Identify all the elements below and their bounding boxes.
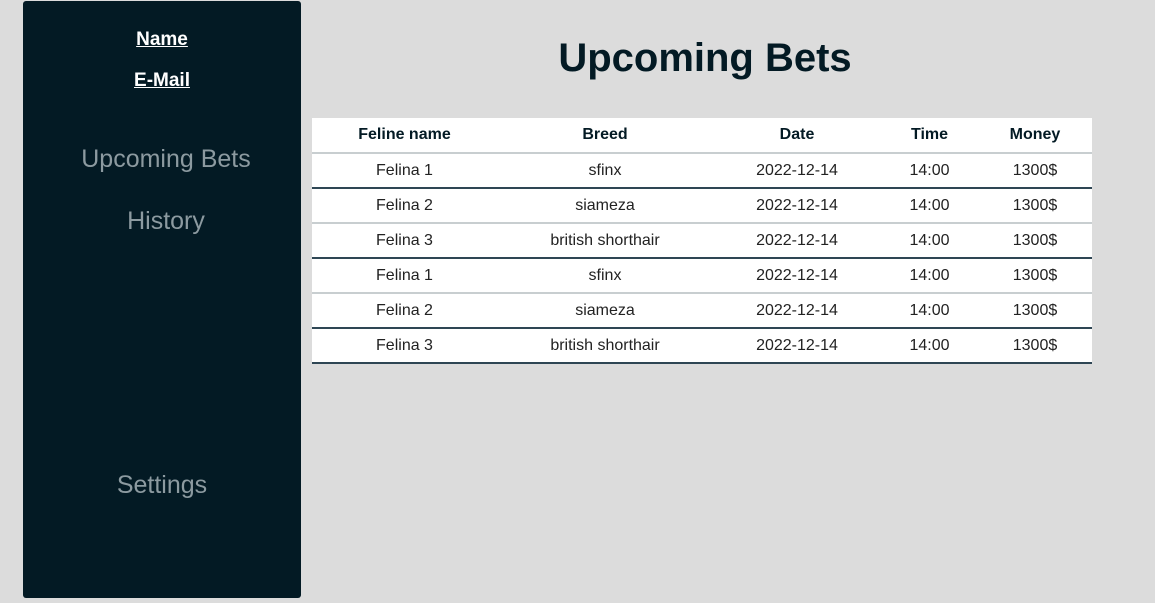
bets-table: Feline name Breed Date Time Money Felina…	[312, 118, 1092, 364]
sidebar: Name E-Mail Upcoming Bets History Settin…	[23, 1, 301, 598]
cell-date: 2022-12-14	[713, 293, 881, 329]
table-row[interactable]: Felina 3 british shorthair 2022-12-14 14…	[312, 328, 1092, 364]
cell-feline-name: Felina 1	[312, 258, 497, 294]
nav-item-upcoming-bets[interactable]: Upcoming Bets	[81, 145, 251, 173]
nav-item-settings[interactable]: Settings	[116, 471, 208, 499]
cell-breed: sfinx	[497, 258, 713, 294]
user-name-link[interactable]: Name	[136, 29, 188, 50]
bets-table-container: Feline name Breed Date Time Money Felina…	[312, 118, 1092, 364]
cell-time: 14:00	[881, 188, 978, 224]
column-header-feline-name: Feline name	[312, 118, 497, 154]
cell-money: 1300$	[978, 188, 1092, 224]
cell-time: 14:00	[881, 328, 978, 364]
nav-item-history[interactable]: History	[127, 207, 205, 235]
cell-date: 2022-12-14	[713, 223, 881, 259]
cell-time: 14:00	[881, 258, 978, 294]
cell-breed: british shorthair	[497, 328, 713, 364]
cell-date: 2022-12-14	[713, 188, 881, 224]
cell-time: 14:00	[881, 153, 978, 189]
column-header-money: Money	[978, 118, 1092, 154]
page-title: Upcoming Bets	[558, 36, 852, 80]
cell-money: 1300$	[978, 153, 1092, 189]
table-row[interactable]: Felina 1 sfinx 2022-12-14 14:00 1300$	[312, 258, 1092, 294]
cell-date: 2022-12-14	[713, 258, 881, 294]
cell-feline-name: Felina 3	[312, 328, 497, 364]
column-header-breed: Breed	[497, 118, 713, 154]
table-row[interactable]: Felina 2 siameza 2022-12-14 14:00 1300$	[312, 188, 1092, 224]
column-header-time: Time	[881, 118, 978, 154]
column-header-date: Date	[713, 118, 881, 154]
cell-breed: british shorthair	[497, 223, 713, 259]
table-row[interactable]: Felina 1 sfinx 2022-12-14 14:00 1300$	[312, 153, 1092, 189]
cell-breed: sfinx	[497, 153, 713, 189]
cell-money: 1300$	[978, 328, 1092, 364]
cell-feline-name: Felina 2	[312, 188, 497, 224]
cell-money: 1300$	[978, 223, 1092, 259]
cell-feline-name: Felina 2	[312, 293, 497, 329]
cell-feline-name: Felina 1	[312, 153, 497, 189]
cell-date: 2022-12-14	[713, 153, 881, 189]
cell-breed: siameza	[497, 293, 713, 329]
cell-feline-name: Felina 3	[312, 223, 497, 259]
table-row[interactable]: Felina 3 british shorthair 2022-12-14 14…	[312, 223, 1092, 259]
cell-money: 1300$	[978, 258, 1092, 294]
cell-breed: siameza	[497, 188, 713, 224]
cell-money: 1300$	[978, 293, 1092, 329]
cell-date: 2022-12-14	[713, 328, 881, 364]
user-email-link[interactable]: E-Mail	[134, 70, 190, 91]
table-row[interactable]: Felina 2 siameza 2022-12-14 14:00 1300$	[312, 293, 1092, 329]
cell-time: 14:00	[881, 223, 978, 259]
cell-time: 14:00	[881, 293, 978, 329]
table-header-row: Feline name Breed Date Time Money	[312, 118, 1092, 154]
